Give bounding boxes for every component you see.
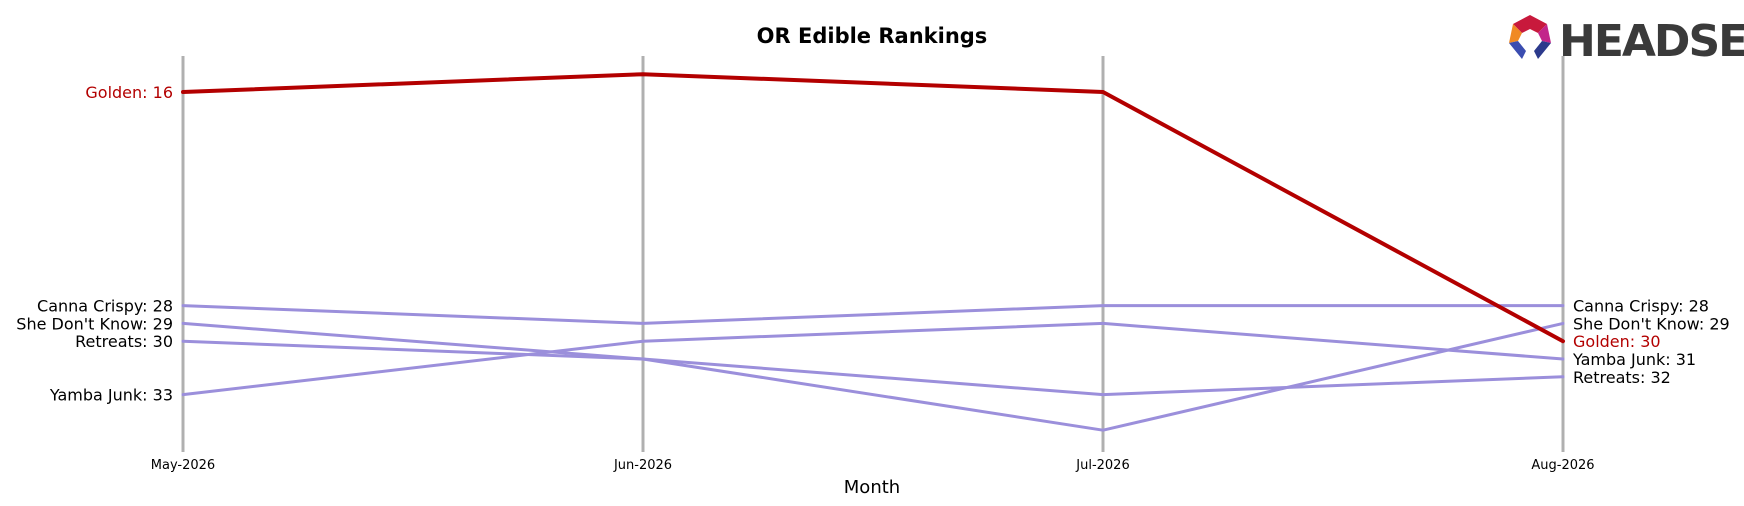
headset-logo-text: HEADSET <box>1559 16 1744 67</box>
x-tick-labels: May-2026 Jun-2026 Jul-2026 Aug-2026 <box>151 458 1595 473</box>
headset-logo: HEADSET <box>1509 15 1744 67</box>
x-tick-label: May-2026 <box>151 458 215 473</box>
left-rank-label: Golden: 16 <box>85 83 173 102</box>
x-tick-label: Jul-2026 <box>1075 458 1129 473</box>
x-tick-label: Jun-2026 <box>613 458 672 473</box>
series-line-she-don-t-know <box>181 321 1565 432</box>
right-rank-label: Golden: 30 <box>1573 332 1661 351</box>
right-rank-label: Yamba Junk: 31 <box>1572 350 1696 369</box>
series-line-golden <box>181 72 1565 344</box>
right-rank-label: Canna Crispy: 28 <box>1573 297 1709 316</box>
chart-title: OR Edible Rankings <box>757 24 988 48</box>
x-tick-label: Aug-2026 <box>1531 458 1594 473</box>
x-axis-label: Month <box>844 477 900 498</box>
left-rank-label: Canna Crispy: 28 <box>37 297 173 316</box>
left-rank-label: Retreats: 30 <box>75 332 173 351</box>
headset-logo-icon <box>1509 15 1551 59</box>
right-rank-label: She Don't Know: 29 <box>1573 314 1730 333</box>
series-line-canna-crispy <box>181 304 1565 325</box>
series-line-yamba-junk <box>181 321 1565 397</box>
series-lines <box>181 72 1565 432</box>
month-axes <box>181 56 1565 452</box>
series-line-retreats <box>181 339 1565 397</box>
right-rank-label: Retreats: 32 <box>1573 368 1671 387</box>
left-rank-label: Yamba Junk: 33 <box>49 386 173 405</box>
left-rank-label: She Don't Know: 29 <box>16 314 173 333</box>
